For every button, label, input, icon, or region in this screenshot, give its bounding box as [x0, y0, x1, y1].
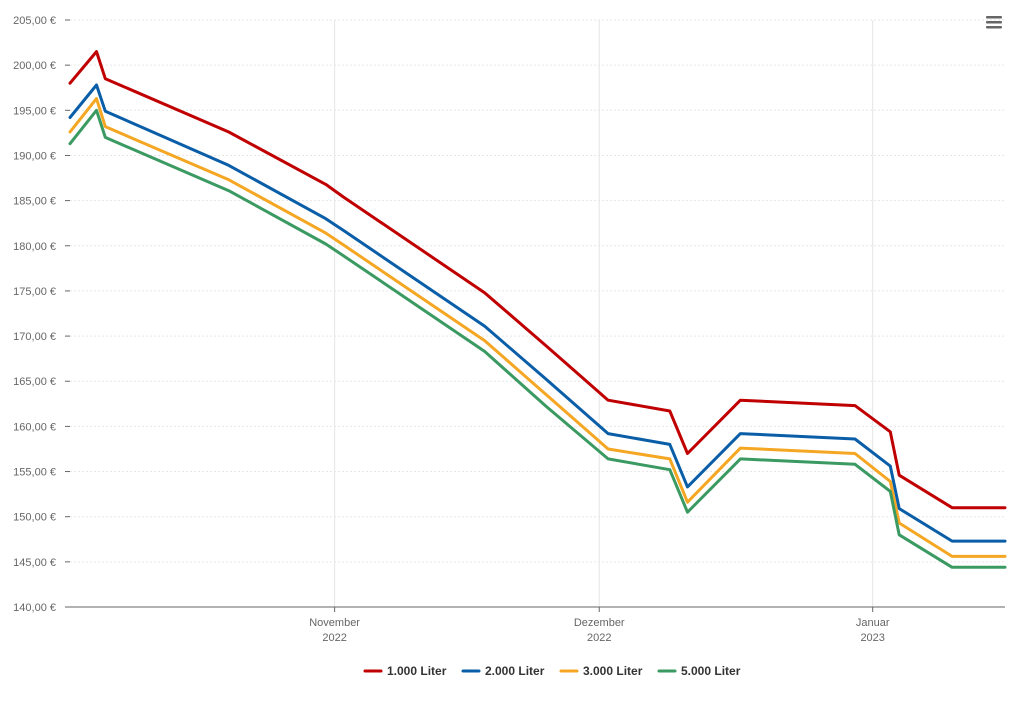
y-tick-label: 170,00 €	[13, 331, 56, 343]
x-tick-month-label: Januar	[856, 617, 890, 629]
y-tick-label: 145,00 €	[13, 557, 56, 569]
legend-item[interactable]: 2.000 Liter	[461, 664, 545, 678]
y-tick-label: 205,00 €	[13, 15, 56, 27]
x-tick-month-label: November	[309, 617, 360, 629]
x-tick-year-label: 2022	[587, 632, 611, 644]
y-tick-label: 140,00 €	[13, 602, 56, 614]
hamburger-menu-icon	[986, 16, 1002, 29]
legend[interactable]: 1.000 Liter 2.000 Liter 3.000 Liter 5.000 L…	[363, 664, 741, 678]
series-line-1-000-liter[interactable]	[68, 50, 1007, 510]
legend-label: 5.000 Liter	[681, 664, 741, 678]
series-line-3-000-liter[interactable]	[68, 97, 1007, 558]
legend-label: 3.000 Liter	[583, 664, 643, 678]
y-axis-ticks: 140,00 € 145,00 € 150,00 € 155,00 € 160,00 €…	[13, 15, 70, 614]
y-tick-label: 200,00 €	[13, 60, 56, 72]
y-tick-label: 190,00 €	[13, 150, 56, 162]
y-tick-label: 150,00 €	[13, 512, 56, 524]
chart-menu-button[interactable]	[985, 14, 1003, 30]
y-tick-label: 185,00 €	[13, 196, 56, 208]
x-tick-year-label: 2023	[860, 632, 884, 644]
y-tick-label: 175,00 €	[13, 286, 56, 298]
y-tick-label: 155,00 €	[13, 467, 56, 479]
legend-item[interactable]: 1.000 Liter	[363, 664, 447, 678]
series-line-2-000-liter[interactable]	[68, 83, 1007, 543]
y-tick-label: 195,00 €	[13, 105, 56, 117]
x-axis-ticks: November 2022 Dezember 2022 Januar 2023	[309, 607, 890, 644]
series-lines	[68, 50, 1007, 569]
y-tick-label: 165,00 €	[13, 376, 56, 388]
x-tick-year-label: 2022	[322, 632, 346, 644]
grid-lines	[70, 19, 1005, 607]
legend-item[interactable]: 5.000 Liter	[657, 664, 741, 678]
legend-label: 1.000 Liter	[387, 664, 447, 678]
legend-item[interactable]: 3.000 Liter	[559, 664, 643, 678]
series-line-5-000-liter[interactable]	[68, 108, 1007, 569]
legend-label: 2.000 Liter	[485, 664, 545, 678]
x-tick-month-label: Dezember	[574, 617, 625, 629]
y-tick-label: 160,00 €	[13, 421, 56, 433]
y-tick-label: 180,00 €	[13, 241, 56, 253]
